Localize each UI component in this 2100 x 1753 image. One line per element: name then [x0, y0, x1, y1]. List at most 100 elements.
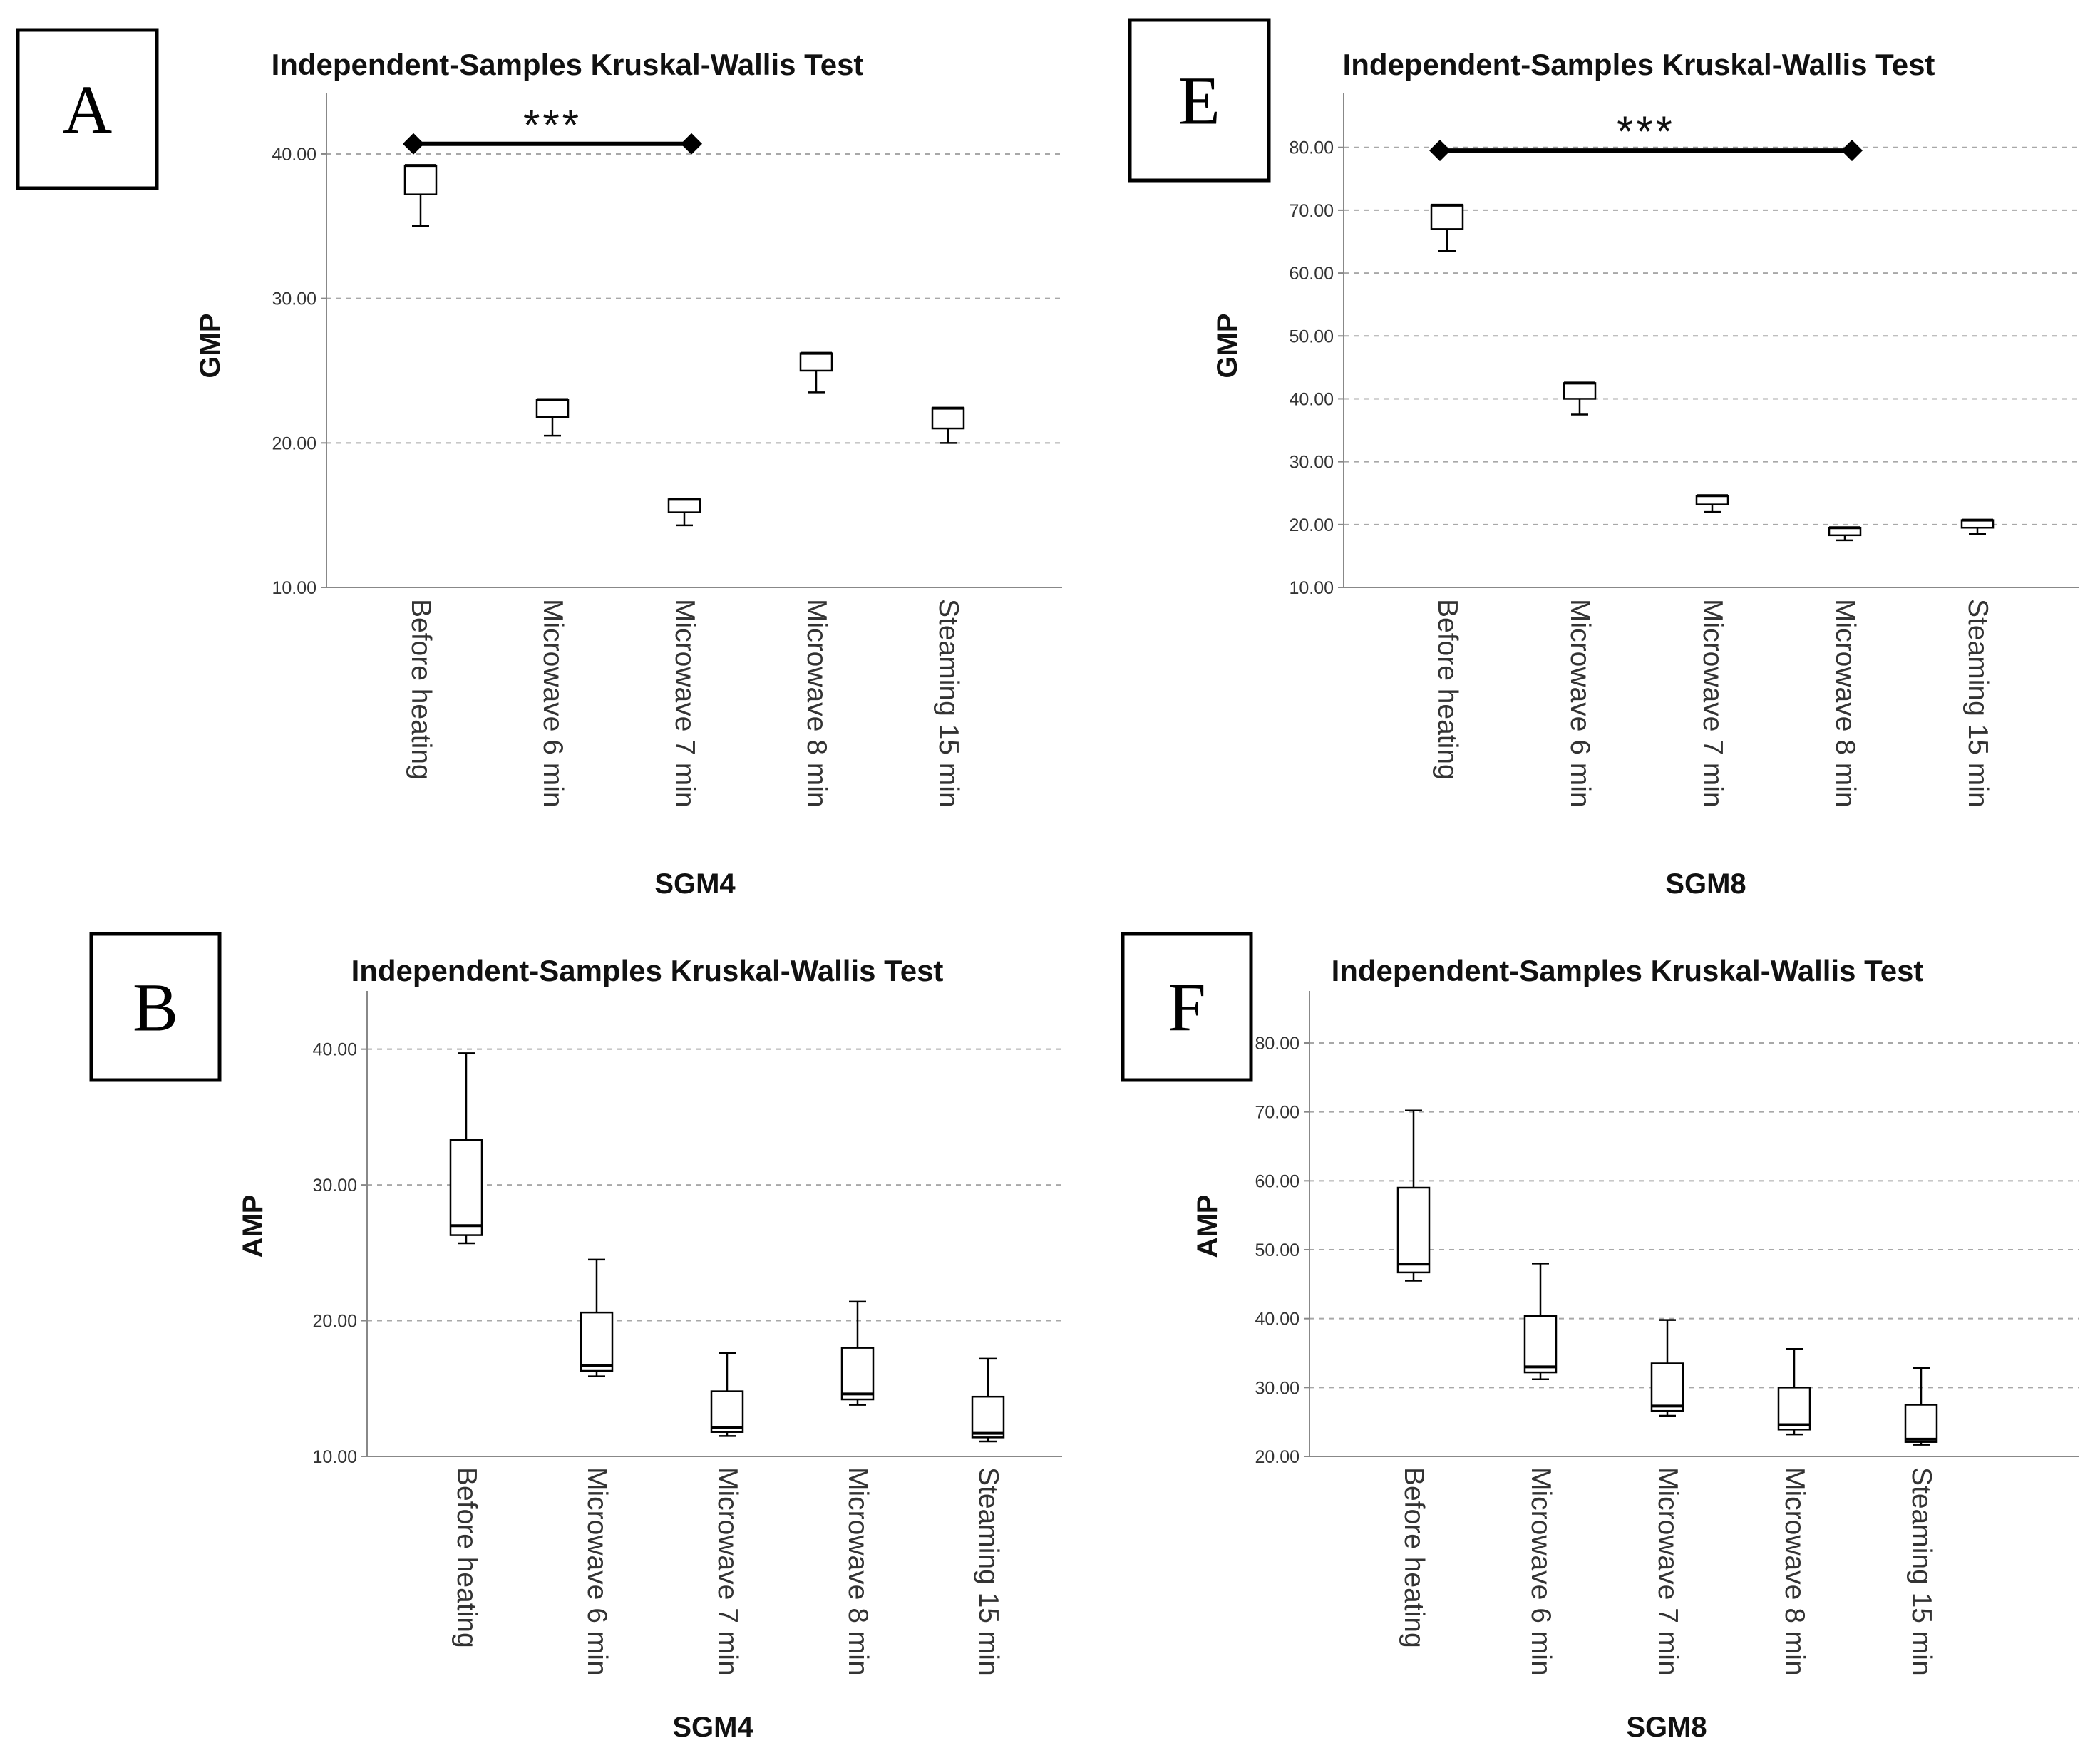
- y-axis-title: GMP: [195, 313, 226, 378]
- box-4: [1828, 526, 1862, 542]
- panel-letter: A: [63, 71, 112, 148]
- panel-letter: B: [133, 970, 178, 1046]
- y-tick-label: 80.00: [1255, 1034, 1299, 1054]
- box-body: [580, 1311, 614, 1372]
- category-label: Microwave 8 min: [843, 1467, 873, 1676]
- significance-label: ***: [1617, 108, 1675, 155]
- y-tick-label: 20.00: [1255, 1447, 1299, 1467]
- box-3: [1695, 494, 1729, 513]
- box-3: [1650, 1319, 1684, 1417]
- y-tick-label: 40.00: [272, 145, 316, 165]
- y-tick-label: 40.00: [1255, 1310, 1299, 1330]
- significance-diamond: [403, 133, 424, 155]
- y-tick-label: 10.00: [272, 578, 316, 598]
- category-label: Steaming 15 min: [1962, 599, 1993, 808]
- box-1: [1430, 203, 1464, 252]
- box-5: [1904, 1367, 1938, 1446]
- category-label: Steaming 15 min: [1906, 1467, 1937, 1676]
- y-tick-label: 40.00: [312, 1040, 357, 1060]
- box-4: [1777, 1347, 1811, 1436]
- panel-letter-box: [16, 28, 159, 190]
- category-label: Before heating: [1432, 599, 1463, 780]
- chart-title: Independent-Samples Kruskal-Wallis Test: [1343, 48, 1935, 81]
- box-4: [799, 351, 833, 394]
- y-axis-title: AMP: [237, 1195, 269, 1258]
- y-axis-title: AMP: [1192, 1195, 1223, 1258]
- category-label: Microwave 6 min: [537, 599, 568, 808]
- significance-diamond: [1841, 140, 1863, 162]
- box-5: [1960, 518, 1995, 535]
- box-body: [1563, 382, 1597, 400]
- significance-bar: ***: [403, 101, 702, 155]
- category-label: Steaming 15 min: [933, 599, 964, 808]
- y-tick-label: 30.00: [1289, 453, 1334, 473]
- box-body: [931, 407, 965, 430]
- significance-bar: ***: [1429, 108, 1863, 162]
- box-3: [667, 498, 701, 527]
- box-5: [931, 406, 965, 444]
- panel-letter-box: [1128, 18, 1271, 183]
- y-tick-label: 20.00: [272, 433, 316, 453]
- box-body: [449, 1139, 483, 1236]
- significance-diamond: [1429, 140, 1451, 162]
- y-tick-label: 50.00: [1255, 1240, 1299, 1260]
- x-axis-title: SGM4: [672, 1712, 753, 1743]
- box-2: [580, 1258, 614, 1377]
- panel-letter-box: [1121, 932, 1253, 1082]
- significance-diamond: [681, 133, 702, 155]
- y-tick-label: 60.00: [1289, 264, 1334, 284]
- y-tick-label: 50.00: [1289, 327, 1334, 346]
- box-body: [971, 1395, 1005, 1439]
- y-tick-label: 20.00: [1289, 515, 1334, 535]
- box-body: [1777, 1387, 1811, 1431]
- y-tick-label: 40.00: [1289, 389, 1334, 409]
- category-label: Microwave 8 min: [1779, 1467, 1810, 1676]
- y-tick-label: 60.00: [1255, 1171, 1299, 1191]
- y-tick-label: 80.00: [1289, 138, 1334, 158]
- significance-label: ***: [523, 101, 582, 149]
- box-body: [799, 352, 833, 372]
- box-body: [403, 164, 438, 195]
- y-tick-label: 30.00: [312, 1176, 357, 1196]
- box-body: [840, 1347, 875, 1401]
- category-label: Microwave 7 min: [712, 1467, 743, 1676]
- box-body: [667, 498, 701, 513]
- box-body: [535, 399, 570, 418]
- box-body: [1650, 1362, 1684, 1412]
- x-axis-title: SGM4: [654, 868, 736, 900]
- box-body: [1523, 1315, 1558, 1374]
- category-label: Before heating: [406, 599, 436, 780]
- box-4: [840, 1300, 875, 1406]
- box-1: [1396, 1109, 1431, 1282]
- panel-a: A Independent-Samples Kruskal-Wallis Test…: [16, 28, 1062, 900]
- chart-title: Independent-Samples Kruskal-Wallis Test: [272, 48, 864, 81]
- y-tick-label: 70.00: [1289, 201, 1334, 221]
- panel-letter: E: [1178, 63, 1220, 139]
- panel-e: E Independent-Samples Kruskal-Wallis Test…: [1128, 18, 2079, 900]
- box-5: [971, 1357, 1005, 1443]
- box-1: [403, 164, 438, 227]
- category-label: Microwave 7 min: [1697, 599, 1728, 808]
- category-label: Steaming 15 min: [973, 1467, 1004, 1676]
- category-label: Before heating: [451, 1467, 482, 1648]
- box-2: [1563, 381, 1597, 416]
- category-label: Before heating: [1399, 1467, 1429, 1648]
- box-body: [1430, 204, 1464, 230]
- category-label: Microwave 6 min: [1525, 1467, 1556, 1676]
- y-tick-label: 20.00: [312, 1312, 357, 1332]
- category-label: Microwave 8 min: [801, 599, 832, 808]
- category-label: Microwave 8 min: [1830, 599, 1860, 808]
- x-axis-title: SGM8: [1665, 868, 1746, 900]
- box-body: [1396, 1186, 1431, 1274]
- y-tick-label: 70.00: [1255, 1103, 1299, 1123]
- x-axis-title: SGM8: [1626, 1712, 1707, 1743]
- panel-letter: F: [1168, 970, 1205, 1046]
- chart-title: Independent-Samples Kruskal-Wallis Test: [351, 954, 944, 987]
- y-tick-label: 10.00: [312, 1447, 357, 1467]
- y-axis-title: GMP: [1212, 313, 1243, 378]
- panel-b: B Independent-Samples Kruskal-Wallis Test…: [89, 932, 1062, 1743]
- y-tick-label: 30.00: [272, 289, 316, 309]
- y-tick-label: 30.00: [1255, 1378, 1299, 1398]
- chart-title: Independent-Samples Kruskal-Wallis Test: [1332, 954, 1924, 987]
